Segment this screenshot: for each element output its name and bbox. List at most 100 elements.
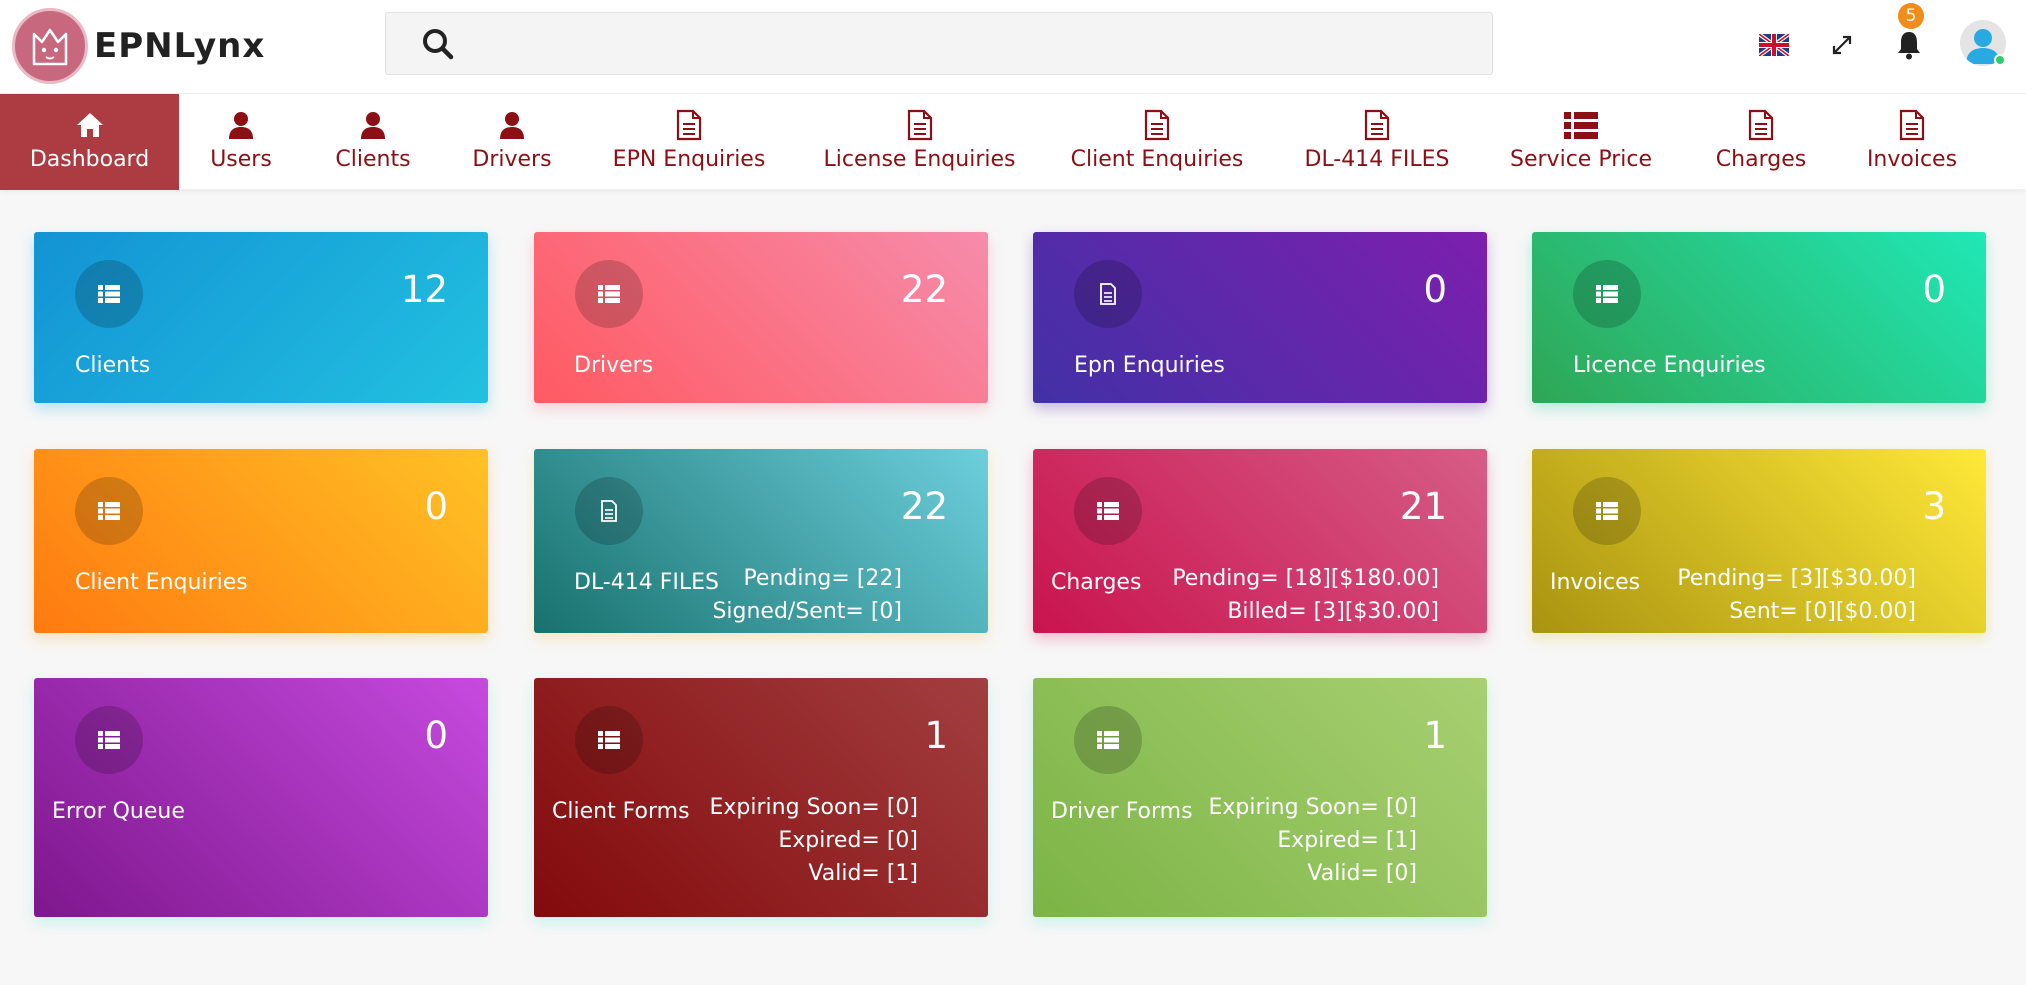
card-charges[interactable]: 21 Charges Pending= [18][$180.00] Billed… (1033, 449, 1487, 633)
document-icon (906, 109, 934, 141)
nav-item-dashboard[interactable]: Dashboard (0, 94, 179, 190)
bell-icon[interactable] (1895, 30, 1923, 60)
meta-valid: Valid= [1] (808, 861, 918, 886)
nav-item-charges[interactable]: Charges (1708, 94, 1814, 190)
meta-billed: Billed= [3][$30.00] (1227, 599, 1439, 624)
card-count: 0 (424, 714, 448, 757)
lynx-logo-icon (12, 8, 88, 84)
list-icon (1074, 706, 1142, 774)
meta-expiring-soon: Expiring Soon= [0] (709, 795, 918, 820)
nav-item-users[interactable]: Users (195, 94, 287, 190)
nav-label: EPN Enquiries (612, 147, 766, 172)
card-title: Client Forms (552, 799, 690, 824)
brand-logo[interactable]: EPNLynx (12, 8, 265, 84)
document-icon (1143, 109, 1171, 141)
list-icon (575, 260, 643, 328)
meta-valid: Valid= [0] (1307, 861, 1417, 886)
nav-item-service-price[interactable]: Service Price (1506, 94, 1656, 190)
nav-item-epn-enquiries[interactable]: EPN Enquiries (605, 94, 773, 190)
list-icon (1074, 477, 1142, 545)
nav-label: Client Enquiries (1070, 147, 1244, 172)
card-title: Charges (1051, 570, 1142, 595)
fullscreen-icon[interactable] (1830, 33, 1854, 57)
document-icon (675, 109, 703, 141)
user-avatar-icon[interactable] (1960, 20, 2006, 66)
nav-item-dl414-files[interactable]: DL-414 FILES (1297, 94, 1457, 190)
search-bar[interactable] (385, 12, 1493, 75)
list-icon (575, 706, 643, 774)
list-icon (75, 477, 143, 545)
card-count: 0 (1423, 268, 1447, 311)
nav-label: Clients (335, 147, 411, 172)
card-meta: Pending= [18][$180.00] Billed= [3][$30.0… (1172, 562, 1439, 628)
card-count: 1 (924, 714, 948, 757)
list-icon (1564, 109, 1598, 141)
card-title: Client Enquiries (75, 570, 248, 595)
card-epn-enquiries[interactable]: 0 Epn Enquiries (1033, 232, 1487, 403)
nav-label: License Enquiries (823, 147, 1016, 172)
card-client-enquiries[interactable]: 0 Client Enquiries (34, 449, 488, 633)
document-icon (1747, 109, 1775, 141)
card-driver-forms[interactable]: 1 Driver Forms Expiring Soon= [0] Expire… (1033, 678, 1487, 917)
search-input[interactable] (456, 13, 1492, 74)
card-count: 0 (424, 485, 448, 528)
card-title: Driver Forms (1051, 799, 1193, 824)
meta-expired: Expired= [0] (778, 828, 918, 853)
nav-label: Drivers (472, 147, 552, 172)
card-clients[interactable]: 12 Clients (34, 232, 488, 403)
card-title: Clients (75, 353, 151, 378)
card-meta: Pending= [3][$30.00] Sent= [0][$0.00] (1677, 562, 1916, 628)
meta-sent: Sent= [0][$0.00] (1729, 599, 1916, 624)
nav-label: Invoices (1866, 147, 1958, 172)
user-icon (499, 109, 525, 141)
list-icon (1573, 260, 1641, 328)
document-icon (1898, 109, 1926, 141)
card-meta: Pending= [22] Signed/Sent= [0] (712, 562, 902, 628)
card-count: 0 (1922, 268, 1946, 311)
nav-item-clients[interactable]: Clients (327, 94, 419, 190)
card-count: 22 (900, 268, 948, 311)
notification-badge[interactable]: 5 (1898, 3, 1924, 29)
card-title: Invoices (1550, 570, 1641, 595)
card-dl414-files[interactable]: 22 DL-414 FILES Pending= [22] Signed/Sen… (534, 449, 988, 633)
list-icon (75, 706, 143, 774)
meta-expired: Expired= [1] (1277, 828, 1417, 853)
home-icon (75, 109, 105, 141)
card-licence-enquiries[interactable]: 0 Licence Enquiries (1532, 232, 1986, 403)
nav-label: Charges (1715, 147, 1807, 172)
meta-signed-sent: Signed/Sent= [0] (712, 599, 902, 624)
meta-pending: Pending= [18][$180.00] (1172, 566, 1439, 591)
card-meta: Expiring Soon= [0] Expired= [0] Valid= [… (710, 791, 918, 890)
user-icon (228, 109, 254, 141)
card-title: Licence Enquiries (1573, 353, 1766, 378)
uk-flag-icon[interactable] (1759, 34, 1789, 56)
nav-label: Service Price (1510, 147, 1652, 172)
card-count: 3 (1922, 485, 1946, 528)
card-count: 1 (1423, 714, 1447, 757)
nav-item-license-enquiries[interactable]: License Enquiries (820, 94, 1019, 190)
card-client-forms[interactable]: 1 Client Forms Expiring Soon= [0] Expire… (534, 678, 988, 917)
nav-item-invoices[interactable]: Invoices (1862, 94, 1962, 190)
top-bar: EPNLynx 5 (0, 0, 2026, 93)
main-nav: Dashboard Users Clients Drivers EPN Enqu… (0, 93, 2026, 190)
card-invoices[interactable]: 3 Invoices Pending= [3][$30.00] Sent= [0… (1532, 449, 1986, 633)
card-title: Drivers (574, 353, 654, 378)
list-icon (75, 260, 143, 328)
card-error-queue[interactable]: 0 Error Queue (34, 678, 488, 917)
document-icon (575, 477, 643, 545)
card-count: 21 (1399, 485, 1447, 528)
nav-item-drivers[interactable]: Drivers (463, 94, 561, 190)
meta-pending: Pending= [3][$30.00] (1677, 566, 1916, 591)
list-icon (1573, 477, 1641, 545)
search-icon[interactable] (420, 26, 456, 62)
document-icon (1363, 109, 1391, 141)
card-count: 12 (400, 268, 448, 311)
card-title: DL-414 FILES (574, 570, 719, 595)
meta-pending: Pending= [22] (743, 566, 902, 591)
nav-label: DL-414 FILES (1304, 147, 1450, 172)
nav-label: Dashboard (29, 147, 150, 172)
nav-label: Users (210, 147, 272, 172)
card-title: Epn Enquiries (1074, 353, 1225, 378)
card-drivers[interactable]: 22 Drivers (534, 232, 988, 403)
nav-item-client-enquiries[interactable]: Client Enquiries (1068, 94, 1246, 190)
